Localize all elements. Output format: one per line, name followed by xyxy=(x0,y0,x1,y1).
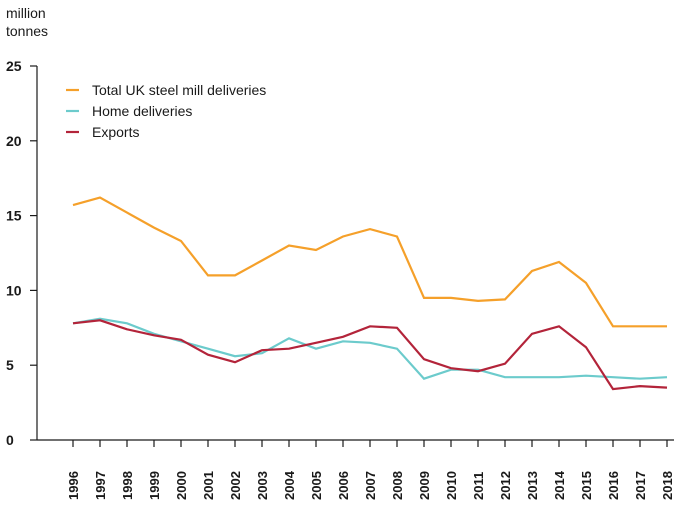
series-line-1 xyxy=(72,317,668,380)
legend-label: Total UK steel mill deliveries xyxy=(92,82,266,98)
x-tick-label: 1997 xyxy=(93,471,108,500)
legend-label: Home deliveries xyxy=(92,103,192,119)
x-tick-label: 2013 xyxy=(525,471,540,500)
x-tick-label: 2002 xyxy=(228,471,243,500)
x-ticks: 1996 1997 1998 1999 2000 2001 2002 2003 2004 2005… xyxy=(66,440,674,500)
x-tick-label: 2007 xyxy=(363,471,378,500)
x-tick-label: 2014 xyxy=(552,470,567,500)
x-tick-label: 2011 xyxy=(471,472,486,500)
x-tick-label: 2016 xyxy=(606,471,621,500)
x-tick-label: 2018 xyxy=(660,471,674,500)
x-tick-label: 2015 xyxy=(579,471,594,500)
y-unit-label-line-2: tonnes xyxy=(6,23,48,39)
series-line-0 xyxy=(72,196,667,328)
y-tick-label: 0 xyxy=(6,432,14,448)
x-tick-label: 2009 xyxy=(417,471,432,500)
legend-label: Exports xyxy=(92,124,139,140)
x-tick-label: 2005 xyxy=(309,471,324,500)
y-tick-label: 5 xyxy=(6,357,14,373)
x-tick-label: 1996 xyxy=(66,471,81,500)
y-ticks: 0 5 10 15 20 25 xyxy=(6,58,37,448)
series-line-2 xyxy=(72,319,668,391)
x-tick-label: 2006 xyxy=(336,471,351,500)
y-tick-label: 15 xyxy=(6,208,22,224)
x-tick-label: 2010 xyxy=(444,471,459,500)
legend: Total UK steel mill deliveries Home deliv… xyxy=(66,82,266,140)
x-tick-label: 2001 xyxy=(201,471,216,500)
x-tick-label: 1999 xyxy=(147,471,162,500)
series-lines xyxy=(72,196,668,391)
y-tick-label: 10 xyxy=(6,282,22,298)
x-tick-label: 2004 xyxy=(282,470,297,500)
x-tick-label: 2000 xyxy=(174,471,189,500)
y-tick-label: 25 xyxy=(6,58,22,74)
x-tick-label: 2017 xyxy=(633,471,648,500)
x-tick-label: 1998 xyxy=(120,471,135,500)
x-tick-label: 2012 xyxy=(498,471,513,500)
y-unit-label-line-1: million xyxy=(6,5,46,21)
x-tick-label: 2008 xyxy=(390,471,405,500)
y-tick-label: 20 xyxy=(6,133,22,149)
x-tick-label: 2003 xyxy=(255,471,270,500)
